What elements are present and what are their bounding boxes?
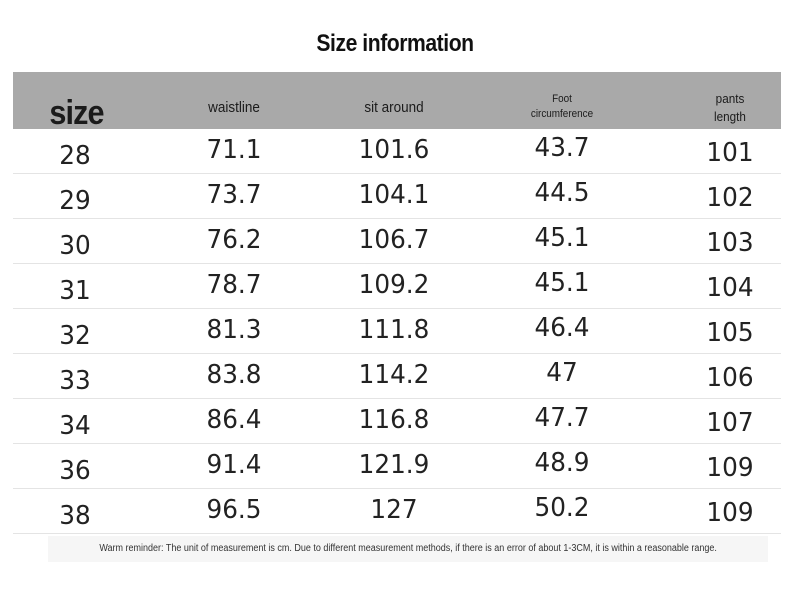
cell-pants-length: 109 bbox=[706, 498, 754, 528]
table-row: 32 81.3 111.8 46.4 105 bbox=[13, 309, 781, 354]
cell-waistline: 83.8 bbox=[206, 360, 262, 390]
table-row: 33 83.8 114.2 47 106 bbox=[13, 354, 781, 399]
cell-sit-around: 114.2 bbox=[358, 360, 430, 390]
page-title: Size information bbox=[316, 30, 474, 57]
header-pants-line2: length bbox=[714, 109, 746, 124]
cell-foot-circumference: 43.7 bbox=[534, 133, 590, 163]
cell-waistline: 73.7 bbox=[206, 180, 262, 210]
cell-sit-around: 111.8 bbox=[358, 315, 430, 345]
cell-foot-circumference: 44.5 bbox=[534, 178, 590, 208]
table-row: 28 71.1 101.6 43.7 101 bbox=[13, 129, 781, 174]
cell-sit-around: 104.1 bbox=[358, 180, 430, 210]
header-foot-line1: Foot bbox=[552, 93, 572, 105]
cell-pants-length: 106 bbox=[706, 363, 754, 393]
cell-waistline: 96.5 bbox=[206, 495, 262, 525]
cell-sit-around: 127 bbox=[370, 495, 418, 525]
cell-sit-around: 109.2 bbox=[358, 270, 430, 300]
cell-sit-around: 106.7 bbox=[358, 225, 430, 255]
cell-size: 29 bbox=[59, 186, 91, 216]
cell-foot-circumference: 46.4 bbox=[534, 313, 590, 343]
table-header: size waistline sit around Foot circumfer… bbox=[13, 72, 781, 132]
cell-size: 33 bbox=[59, 366, 91, 396]
cell-size: 32 bbox=[59, 321, 91, 351]
cell-waistline: 86.4 bbox=[206, 405, 262, 435]
cell-foot-circumference: 47.7 bbox=[534, 403, 590, 433]
header-foot-line2: circumference bbox=[530, 108, 594, 120]
size-table-body: 28 71.1 101.6 43.7 101 29 73.7 104.1 44.… bbox=[13, 129, 781, 534]
cell-pants-length: 105 bbox=[706, 318, 754, 348]
cell-waistline: 81.3 bbox=[206, 315, 262, 345]
cell-sit-around: 101.6 bbox=[358, 135, 430, 165]
cell-size: 28 bbox=[59, 141, 91, 171]
cell-size: 30 bbox=[59, 231, 91, 261]
cell-size: 31 bbox=[59, 276, 91, 306]
cell-pants-length: 103 bbox=[706, 228, 754, 258]
header-pants-length: pants length bbox=[681, 90, 780, 126]
cell-sit-around: 116.8 bbox=[358, 405, 430, 435]
header-size: size bbox=[49, 94, 104, 132]
table-row: 34 86.4 116.8 47.7 107 bbox=[13, 399, 781, 444]
cell-pants-length: 101 bbox=[706, 138, 754, 168]
header-waistline: waistline bbox=[208, 99, 260, 116]
reminder-text: Warm reminder: The unit of measurement i… bbox=[99, 543, 717, 554]
cell-size: 34 bbox=[59, 411, 91, 441]
table-row: 29 73.7 104.1 44.5 102 bbox=[13, 174, 781, 219]
cell-pants-length: 104 bbox=[706, 273, 754, 303]
cell-pants-length: 102 bbox=[706, 183, 754, 213]
table-row: 31 78.7 109.2 45.1 104 bbox=[13, 264, 781, 309]
cell-size: 36 bbox=[59, 456, 91, 486]
table-row: 38 96.5 127 50.2 109 bbox=[13, 489, 781, 534]
measurement-reminder: Warm reminder: The unit of measurement i… bbox=[48, 536, 768, 562]
cell-foot-circumference: 45.1 bbox=[534, 268, 590, 298]
cell-foot-circumference: 47 bbox=[546, 358, 578, 388]
table-row: 36 91.4 121.9 48.9 109 bbox=[13, 444, 781, 489]
cell-pants-length: 107 bbox=[706, 408, 754, 438]
cell-waistline: 71.1 bbox=[206, 135, 262, 165]
cell-foot-circumference: 50.2 bbox=[534, 493, 590, 523]
table-row: 30 76.2 106.7 45.1 103 bbox=[13, 219, 781, 264]
header-foot-circumference: Foot circumference bbox=[513, 92, 612, 122]
cell-waistline: 78.7 bbox=[206, 270, 262, 300]
header-pants-line1: pants bbox=[715, 91, 745, 106]
cell-sit-around: 121.9 bbox=[358, 450, 430, 480]
cell-foot-circumference: 48.9 bbox=[534, 448, 590, 478]
cell-pants-length: 109 bbox=[706, 453, 754, 483]
cell-foot-circumference: 45.1 bbox=[534, 223, 590, 253]
cell-size: 38 bbox=[59, 501, 91, 531]
cell-waistline: 76.2 bbox=[206, 225, 262, 255]
cell-waistline: 91.4 bbox=[206, 450, 262, 480]
header-sit-around: sit around bbox=[364, 99, 424, 116]
